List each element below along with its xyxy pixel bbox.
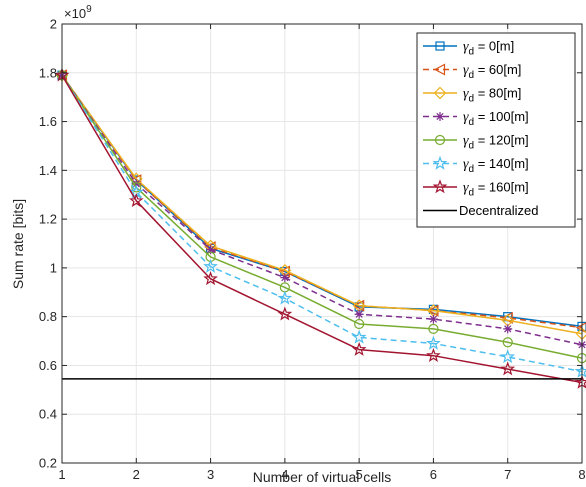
data-point	[426, 347, 441, 362]
data-point	[351, 329, 367, 344]
legend-marker	[434, 134, 446, 146]
data-point	[354, 318, 365, 330]
series-line	[61, 74, 583, 373]
data-point	[277, 290, 293, 305]
y-tick-label: 1.2	[39, 212, 57, 227]
y-tick-label: 2	[50, 17, 57, 32]
data-point	[354, 309, 364, 319]
plot-area-frame	[61, 23, 583, 464]
y-tick-label: 0.2	[39, 456, 57, 471]
legend-label: γd = 80[m]	[463, 86, 521, 105]
legend-marker	[435, 41, 445, 51]
legend-label: γd = 60[m]	[463, 62, 521, 81]
data-point	[206, 245, 216, 255]
legend-marker	[432, 179, 448, 194]
series-4	[56, 70, 586, 364]
data-point	[131, 182, 142, 193]
data-point	[426, 335, 441, 350]
y-tick-label: 1.6	[39, 114, 57, 129]
data-point	[428, 314, 438, 324]
legend-entry: γd = 60[m]	[423, 62, 521, 81]
data-point	[203, 271, 218, 286]
legend-entry: γd = 80[m]	[423, 86, 521, 105]
x-tick-label: 3	[207, 467, 214, 482]
x-tick-label: 2	[133, 467, 140, 482]
legend-entry: γd = 0[m]	[423, 39, 514, 58]
x-tick-label: 4	[281, 467, 288, 482]
series-line	[61, 74, 583, 359]
legend-marker	[433, 86, 447, 100]
data-point	[280, 273, 290, 283]
x-tick-label: 1	[58, 467, 65, 482]
legend-entry: Decentralized	[423, 203, 539, 218]
legend-entry: γd = 140[m]	[423, 155, 529, 175]
legend-label: γd = 120[m]	[463, 133, 529, 152]
legend-entry: γd = 120[m]	[423, 133, 529, 152]
series-lines	[54, 67, 586, 389]
x-axis-title: Number of virtual cells	[253, 469, 392, 485]
y-tick-label: 0.4	[39, 407, 57, 422]
data-point	[128, 193, 144, 208]
data-point	[131, 179, 141, 189]
legend-marker	[435, 112, 445, 121]
x-tick-label: 6	[430, 467, 437, 482]
legend-entry: γd = 160[m]	[423, 179, 529, 199]
data-point	[351, 341, 367, 356]
series-line	[61, 74, 583, 346]
legend: γd = 0[m] γd = 60[m] γd = 80[m] γd = 100[m]…	[416, 32, 576, 228]
legend-label: γd = 160[m]	[463, 180, 529, 199]
legend-marker	[433, 63, 446, 76]
data-point	[203, 258, 218, 273]
data-point	[502, 337, 513, 348]
y-axis-exponent: ×109	[64, 4, 92, 21]
data-point	[503, 324, 513, 334]
series-line	[61, 74, 583, 335]
data-point	[500, 361, 516, 376]
legend-entry: γd = 100[m]	[423, 109, 529, 128]
y-tick-label: 1	[50, 260, 57, 275]
y-tick-label: 0.6	[39, 358, 57, 373]
y-axis-title: Sum rate [bits]	[10, 199, 26, 289]
legend-label: γd = 0[m]	[463, 39, 514, 58]
x-tick-label: 7	[504, 467, 511, 482]
axis-ticks: 1 2 3 4 5 6 7 8 0.2 0.4 0.6 0.8 1 1.2 1.4 1.6 1.8 2	[39, 17, 586, 483]
data-point	[500, 349, 516, 364]
y-tick-label: 0.8	[39, 309, 57, 324]
series-6	[54, 67, 586, 389]
data-point	[277, 306, 293, 321]
legend-label: γd = 100[m]	[463, 109, 529, 128]
data-point	[428, 323, 439, 334]
x-tick-label: 8	[578, 467, 585, 482]
y-tick-label: 1.8	[39, 65, 57, 80]
x-tick-label: 5	[356, 467, 363, 482]
y-tick-label: 1.4	[39, 163, 57, 178]
legend-label: Decentralized	[459, 203, 539, 218]
series-line	[61, 74, 583, 329]
series-line	[61, 74, 583, 384]
legend-label: γd = 140[m]	[463, 156, 529, 175]
legend-marker	[432, 155, 448, 170]
